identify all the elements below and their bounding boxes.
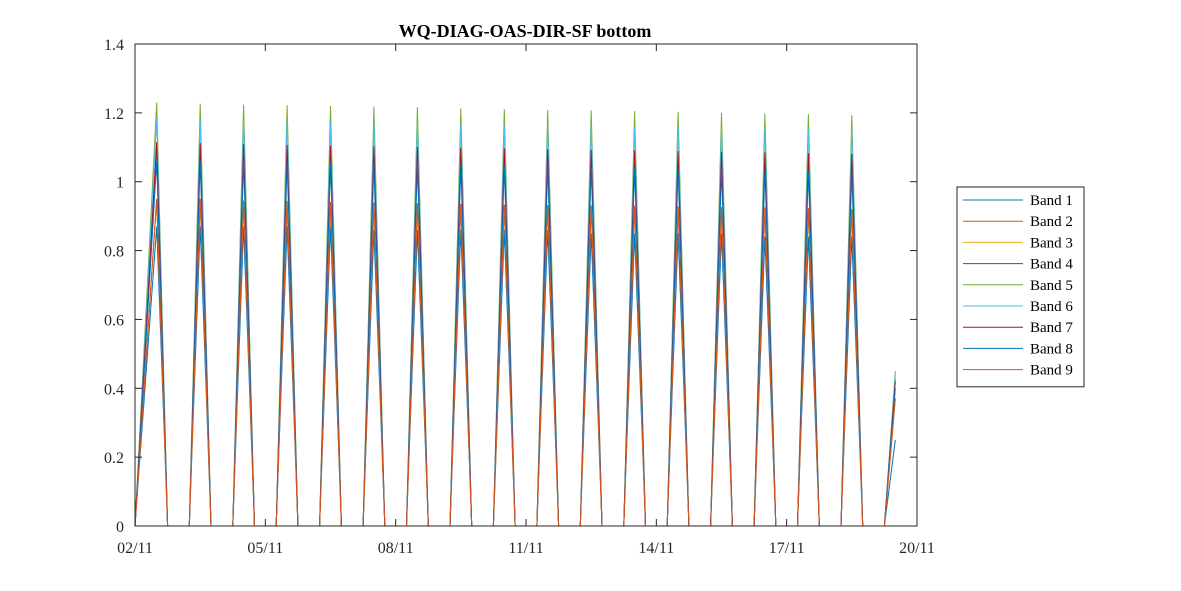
x-tick-label: 14/11 (638, 540, 674, 557)
x-tick-label: 05/11 (247, 540, 283, 557)
chart-title: WQ-DIAG-OAS-DIR-SF bottom (399, 21, 652, 41)
legend-label-band-4: Band 4 (1030, 257, 1073, 273)
y-tick-label: 0 (116, 519, 124, 536)
legend-box (956, 186, 1085, 388)
y-tick-label: 0.4 (104, 381, 124, 398)
legend-label-band-3: Band 3 (1030, 235, 1073, 251)
y-tick-label: 0.6 (104, 312, 124, 329)
x-tick-label: 17/11 (769, 540, 805, 557)
legend-label-band-6: Band 6 (1030, 299, 1073, 315)
legend-label-band-1: Band 1 (1030, 193, 1073, 209)
x-tick-label: 20/11 (899, 540, 935, 557)
y-tick-label: 1.4 (104, 37, 124, 54)
legend: Band 1 Band 2 Band 3 Band 4 Band 5 Band 6 Band… (956, 186, 1085, 388)
legend-label-band-7: Band 7 (1030, 320, 1073, 336)
ticks-group: 02/11 05/11 08/11 11/11 14/11 17/11 20/11 0 0.2 0… (104, 37, 935, 557)
plot-area (135, 44, 917, 526)
legend-label-band-2: Band 2 (1030, 214, 1073, 230)
y-tick-label: 0.2 (104, 450, 124, 467)
y-tick-label: 0.8 (104, 244, 124, 261)
legend-label-band-9: Band 9 (1030, 363, 1073, 379)
x-tick-label: 02/11 (117, 540, 153, 557)
legend-label-band-5: Band 5 (1030, 278, 1073, 294)
y-tick-label: 1.2 (104, 106, 124, 123)
x-tick-label: 11/11 (508, 540, 543, 557)
legend-label-band-8: Band 8 (1030, 341, 1073, 357)
x-tick-label: 08/11 (378, 540, 414, 557)
y-tick-label: 1 (116, 175, 124, 192)
